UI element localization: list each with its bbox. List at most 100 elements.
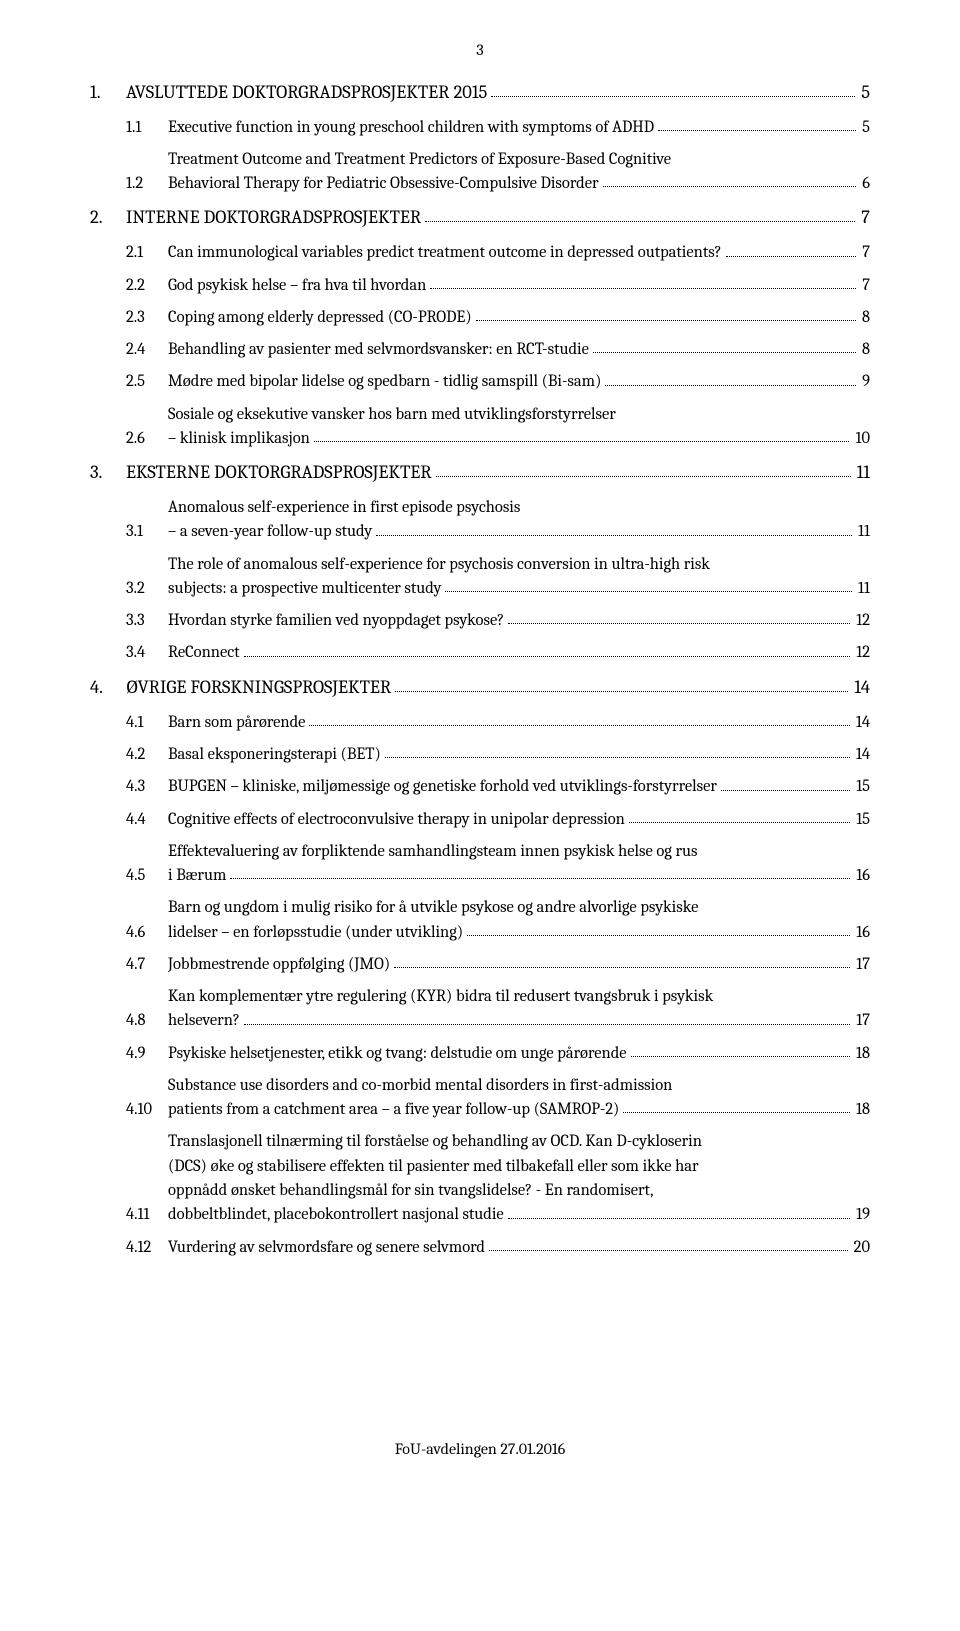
toc-entry-number: 1.2 bbox=[126, 173, 168, 195]
toc-leader-dots bbox=[436, 476, 851, 477]
toc-entry-text-wrap: Anomalous self-experience in first episo… bbox=[168, 497, 870, 544]
toc-entry-text: Basal eksponeringsterapi (BET) bbox=[168, 744, 381, 766]
toc-entry: 4.7Jobbmestrende oppfølging (JMO) 17 bbox=[90, 954, 870, 976]
toc-entry: 1.1Executive function in young preschool… bbox=[90, 117, 870, 139]
toc-entry-text: INTERNE DOKTORGRADSPROSJEKTER bbox=[126, 205, 421, 230]
toc-entry: 2.INTERNE DOKTORGRADSPROSJEKTER 7 bbox=[90, 205, 870, 230]
toc-entry-page: 16 bbox=[854, 865, 870, 887]
toc-entry-last-line: lidelser – en forløpsstudie (under utvik… bbox=[168, 922, 870, 944]
toc-leader-dots bbox=[309, 725, 849, 726]
toc-leader-dots bbox=[394, 967, 850, 968]
toc-leader-dots bbox=[603, 186, 857, 187]
toc-entry: 3.4ReConnect12 bbox=[90, 642, 870, 664]
toc-entry-page: 15 bbox=[854, 809, 870, 831]
toc-entry-text: Jobbmestrende oppfølging (JMO) bbox=[168, 954, 390, 976]
toc-entry-page: 18 bbox=[854, 1099, 870, 1121]
toc-entry-text-line: (DCS) øke og stabilisere effekten til pa… bbox=[168, 1156, 870, 1178]
toc-entry-text-line: Sosiale og eksekutive vansker hos barn m… bbox=[168, 404, 870, 426]
toc-entry-last-line: subjects: a prospective multicenter stud… bbox=[168, 578, 870, 600]
toc-entry: 4.10Substance use disorders and co-morbi… bbox=[90, 1075, 870, 1122]
toc-entry-page: 5 bbox=[860, 117, 870, 139]
toc-entry: 4.4Cognitive effects of electroconvulsiv… bbox=[90, 809, 870, 831]
toc-entry-text-wrap: Sosiale og eksekutive vansker hos barn m… bbox=[168, 404, 870, 451]
toc-entry-text: Hvordan styrke familien ved nyoppdaget p… bbox=[168, 610, 504, 632]
toc-entry-page: 14 bbox=[852, 675, 870, 700]
toc-entry-page: 15 bbox=[854, 776, 870, 798]
toc-leader-dots bbox=[244, 1024, 850, 1025]
toc-leader-dots bbox=[425, 221, 855, 222]
toc-entry-page: 11 bbox=[855, 460, 870, 485]
page-number: 3 bbox=[90, 40, 870, 62]
toc-entry-number: 2.6 bbox=[126, 428, 168, 450]
toc-entry: 1.AVSLUTTEDE DOKTORGRADSPROSJEKTER 20155 bbox=[90, 80, 870, 105]
toc-leader-dots bbox=[244, 656, 851, 657]
toc-entry-text-wrap: Treatment Outcome and Treatment Predicto… bbox=[168, 149, 870, 196]
toc-entry: 3.1Anomalous self-experience in first ep… bbox=[90, 497, 870, 544]
toc-entry-last-line: Behavioral Therapy for Pediatric Obsessi… bbox=[168, 173, 870, 195]
toc-entry: 4.1Barn som pårørende14 bbox=[90, 712, 870, 734]
toc-entry-text: EKSTERNE DOKTORGRADSPROSJEKTER bbox=[126, 460, 432, 485]
toc-entry-text-wrap: Substance use disorders and co-morbid me… bbox=[168, 1075, 870, 1122]
toc-entry-number: 4.3 bbox=[126, 776, 168, 798]
toc-entry-last-line: helsevern?17 bbox=[168, 1010, 870, 1032]
toc-entry: 3.3Hvordan styrke familien ved nyoppdage… bbox=[90, 610, 870, 632]
toc-entry: 4.ØVRIGE FORSKNINGSPROSJEKTER14 bbox=[90, 675, 870, 700]
toc-entry: 2.6Sosiale og eksekutive vansker hos bar… bbox=[90, 404, 870, 451]
toc-leader-dots bbox=[476, 320, 856, 321]
toc-entry-page: 8 bbox=[860, 307, 870, 329]
toc-leader-dots bbox=[629, 822, 850, 823]
toc-entry-page: 7 bbox=[860, 242, 870, 264]
toc-entry-number: 2. bbox=[90, 205, 126, 230]
toc-leader-dots bbox=[623, 1112, 850, 1113]
toc-entry-text-line: Treatment Outcome and Treatment Predicto… bbox=[168, 149, 870, 171]
toc-entry-text: lidelser – en forløpsstudie (under utvik… bbox=[168, 922, 463, 944]
toc-entry: 2.4Behandling av pasienter med selvmords… bbox=[90, 339, 870, 361]
toc-entry-page: 18 bbox=[854, 1043, 870, 1065]
toc-leader-dots bbox=[726, 256, 857, 257]
toc-entry-text: Behandling av pasienter med selvmordsvan… bbox=[168, 339, 589, 361]
toc-entry: 2.1Can immunological variables predict t… bbox=[90, 242, 870, 264]
toc-entry-text-wrap: Effektevaluering av forpliktende samhand… bbox=[168, 841, 870, 888]
toc-entry-text: Coping among elderly depressed (CO-PRODE… bbox=[168, 307, 472, 329]
toc-entry-text-line: Kan komplementær ytre regulering (KYR) b… bbox=[168, 986, 870, 1008]
toc-entry-text: Can immunological variables predict trea… bbox=[168, 242, 722, 264]
toc-entry-number: 4.7 bbox=[126, 954, 168, 976]
toc-entry-text: Vurdering av selvmordsfare og senere sel… bbox=[168, 1237, 485, 1259]
toc-entry-text: BUPGEN – kliniske, miljømessige og genet… bbox=[168, 776, 717, 798]
toc-entry-number: 4.5 bbox=[126, 865, 168, 887]
toc-entry-number: 3.3 bbox=[126, 610, 168, 632]
toc-entry-text: Barn som pårørende bbox=[168, 712, 305, 734]
toc-entry-page: 11 bbox=[856, 521, 870, 543]
toc-entry-text: i Bærum bbox=[168, 865, 226, 887]
toc-entry-number: 1.1 bbox=[126, 117, 168, 139]
toc-entry: 4.3BUPGEN – kliniske, miljømessige og ge… bbox=[90, 776, 870, 798]
toc-leader-dots bbox=[489, 1250, 848, 1251]
toc-leader-dots bbox=[508, 623, 850, 624]
toc-entry: 4.2Basal eksponeringsterapi (BET)14 bbox=[90, 744, 870, 766]
toc-entry-text: Behavioral Therapy for Pediatric Obsessi… bbox=[168, 173, 599, 195]
toc-entry-page: 11 bbox=[856, 578, 870, 600]
toc-entry-number: 2.5 bbox=[126, 371, 168, 393]
toc-entry-number: 4.10 bbox=[126, 1099, 168, 1121]
toc-entry-page: 9 bbox=[860, 371, 870, 393]
toc-entry-text: AVSLUTTEDE DOKTORGRADSPROSJEKTER 2015 bbox=[126, 80, 487, 105]
toc-entry: 4.9Psykiske helsetjenester, etikk og tva… bbox=[90, 1043, 870, 1065]
toc-entry-page: 10 bbox=[853, 428, 870, 450]
toc-leader-dots bbox=[491, 96, 855, 97]
toc-entry-text: Mødre med bipolar lidelse og spedbarn - … bbox=[168, 371, 601, 393]
toc-entry-text: patients from a catchment area – a five … bbox=[168, 1099, 619, 1121]
toc-entry-number: 3.2 bbox=[126, 578, 168, 600]
toc-entry-text: ØVRIGE FORSKNINGSPROSJEKTER bbox=[126, 675, 391, 700]
toc-leader-dots bbox=[385, 757, 850, 758]
toc-entry-number: 3.4 bbox=[126, 642, 168, 664]
toc-entry-last-line: dobbeltblindet, placebokontrollert nasjo… bbox=[168, 1204, 870, 1226]
toc-entry-page: 12 bbox=[854, 610, 870, 632]
toc-entry-number: 2.2 bbox=[126, 275, 168, 297]
toc-entry-page: 17 bbox=[854, 954, 870, 976]
toc-entry-page: 20 bbox=[852, 1237, 870, 1259]
toc-leader-dots bbox=[593, 352, 856, 353]
toc-entry-text-wrap: The role of anomalous self-experience fo… bbox=[168, 554, 870, 601]
toc-entry-number: 4.8 bbox=[126, 1010, 168, 1032]
toc-entry-page: 7 bbox=[859, 205, 870, 230]
toc-entry-page: 16 bbox=[854, 922, 870, 944]
